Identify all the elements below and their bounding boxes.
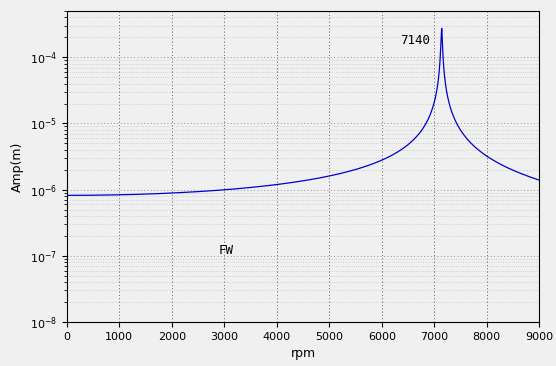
Text: 7140: 7140 [400,34,430,47]
X-axis label: rpm: rpm [290,347,316,361]
Text: FW: FW [219,244,234,257]
Y-axis label: Amp(m): Amp(m) [11,141,24,192]
